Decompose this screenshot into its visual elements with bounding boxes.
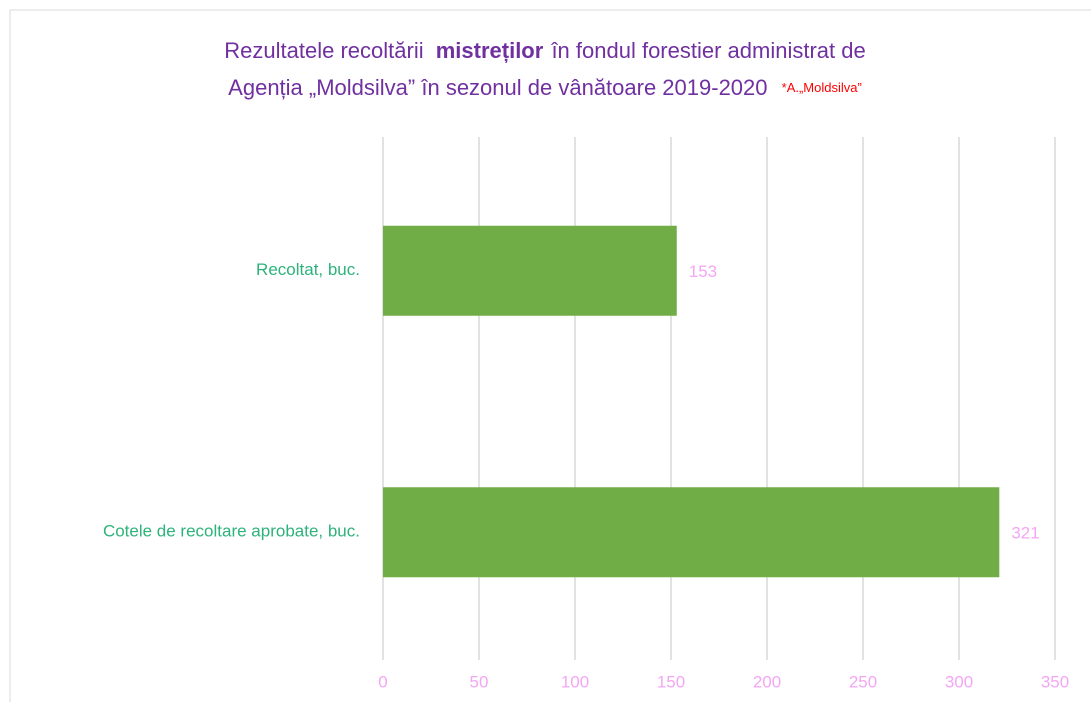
title-bold: mistreților <box>436 38 544 63</box>
chart-title-line2: Agenția „Moldsilva” în sezonul de vânăto… <box>228 75 862 100</box>
title-part: Rezultatele recoltării <box>224 38 423 63</box>
bar <box>383 225 677 316</box>
y-tick-label: Cotele de recoltare aprobate, buc. <box>103 522 360 541</box>
y-tick-label: Recoltat, buc. <box>256 260 360 279</box>
x-tick-label: 50 <box>470 672 489 691</box>
bar <box>383 487 1000 578</box>
x-tick-label: 300 <box>945 672 973 691</box>
chart-frame <box>9 9 1091 702</box>
source: *A.„Moldsilva” <box>782 80 862 95</box>
data-label: 153 <box>689 262 717 281</box>
title-part: Agenția „Moldsilva” în sezonul de vânăto… <box>228 75 767 100</box>
data-label: 321 <box>1011 524 1039 543</box>
x-tick-label: 350 <box>1041 672 1069 691</box>
x-tick-label: 250 <box>849 672 877 691</box>
x-tick-label: 100 <box>561 672 589 691</box>
x-tick-label: 150 <box>657 672 685 691</box>
title-part: în fondul forestier administrat de <box>550 38 865 63</box>
x-tick-label: 0 <box>378 672 387 691</box>
x-tick-label: 200 <box>753 672 781 691</box>
chart-title: Rezultatele recoltării mistreților în fo… <box>224 38 865 63</box>
